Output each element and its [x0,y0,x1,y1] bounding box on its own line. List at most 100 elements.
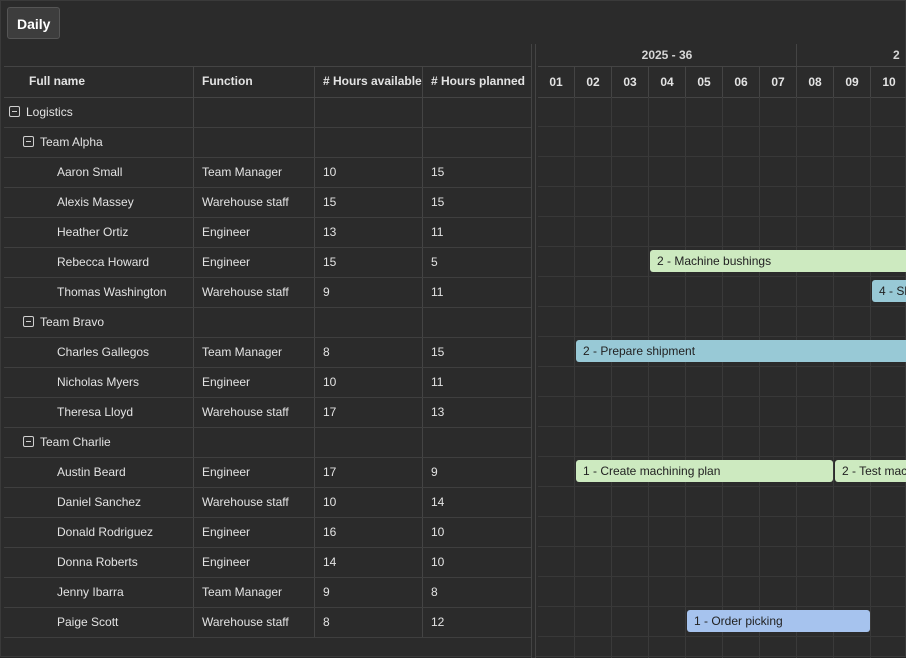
hours-planned-cell: 14 [431,495,445,509]
collapse-icon[interactable] [23,135,34,147]
collapse-icon[interactable] [23,435,34,447]
function-cell: Engineer [194,248,315,277]
row-gridline [538,366,906,367]
day-gridline [759,97,760,658]
hours-planned-cell: 13 [431,405,445,419]
row-gridline [538,636,906,637]
hours-planned-cell [423,428,531,457]
table-row[interactable]: Team Charlie [4,428,531,458]
function-cell: Warehouse staff [194,188,315,217]
collapse-icon[interactable] [9,105,20,117]
function-cell: Warehouse staff [194,608,315,637]
function-cell [194,98,315,127]
day-label: 07 [760,67,797,97]
hours-available-cell: 8 [315,338,423,367]
hours-available-cell: 13 [315,218,423,247]
hours-planned-cell: 11 [431,375,444,389]
function-cell: Engineer [194,458,315,487]
row-gridline [538,456,906,457]
row-gridline [538,516,906,517]
column-header-full-name[interactable]: Full name [4,67,194,97]
column-header-function[interactable]: Function [194,67,315,97]
day-gridline [685,97,686,658]
row-label: Heather Ortiz [57,225,129,239]
table-row[interactable]: Paige Scott Warehouse staff 8 12 [4,608,531,638]
pane-splitter[interactable] [531,44,536,658]
table-row[interactable]: Rebecca Howard Engineer 15 5 [4,248,531,278]
grid-header: Full name Function # Hours available # H… [4,66,531,98]
full-name-cell: Thomas Washington [4,278,194,307]
group-name-cell: Team Alpha [4,128,194,157]
row-label: Aaron Small [57,165,123,179]
hours-available-cell: 9 [315,578,423,607]
full-name-cell: Rebecca Howard [4,248,194,277]
group-name-cell: Team Charlie [4,428,194,457]
row-gridline [538,606,906,607]
table-row[interactable]: Team Alpha [4,128,531,158]
table-row[interactable]: Charles Gallegos Team Manager 8 15 [4,338,531,368]
hours-planned-cell: 8 [431,585,438,599]
table-row[interactable]: Aaron Small Team Manager 10 15 [4,158,531,188]
task-bar[interactable]: 4 - Sh [872,280,906,302]
toolbar: Daily [7,7,61,39]
row-label: Rebecca Howard [57,255,150,269]
row-gridline [538,276,906,277]
day-label: 10 [871,67,906,97]
row-gridline [538,576,906,577]
day-label: 05 [686,67,723,97]
row-gridline [538,186,906,187]
function-cell: Warehouse staff [194,488,315,517]
hours-available-cell: 16 [315,518,423,547]
hours-planned-cell: 11 [431,285,444,299]
task-bar[interactable]: 2 - Test mac [835,460,906,482]
table-row[interactable]: Jenny Ibarra Team Manager 9 8 [4,578,531,608]
week-header: 2025 - 36 2 [538,44,906,67]
function-cell [194,128,315,157]
row-gridline [538,336,906,337]
task-bar[interactable]: 2 - Machine bushings [650,250,906,272]
day-gridline [611,97,612,658]
hours-available-cell [315,98,423,127]
table-row[interactable]: Alexis Massey Warehouse staff 15 15 [4,188,531,218]
table-row[interactable]: Austin Beard Engineer 17 9 [4,458,531,488]
column-header-hours-planned[interactable]: # Hours planned [431,74,526,88]
row-gridline [538,156,906,157]
table-row[interactable]: Theresa Lloyd Warehouse staff 17 13 [4,398,531,428]
row-gridline [538,126,906,127]
table-row[interactable]: Donna Roberts Engineer 14 10 [4,548,531,578]
hours-planned-cell: 15 [431,165,445,179]
table-row[interactable]: Nicholas Myers Engineer 10 11 [4,368,531,398]
group-name-cell: Team Bravo [4,308,194,337]
table-row[interactable]: Logistics [4,98,531,128]
day-gridline [574,97,575,658]
hours-available-cell: 8 [315,608,423,637]
column-header-hours-available[interactable]: # Hours available [315,67,423,97]
row-gridline [538,426,906,427]
hours-available-cell: 15 [315,248,423,277]
hours-planned-cell: 12 [431,615,445,629]
row-label: Alexis Massey [57,195,134,209]
row-label: Logistics [26,105,73,119]
row-label: Nicholas Myers [57,375,140,389]
task-bar[interactable]: 1 - Create machining plan [576,460,833,482]
day-label: 02 [575,67,612,97]
row-gridline [538,306,906,307]
task-bar[interactable]: 2 - Prepare shipment [576,340,906,362]
table-row[interactable]: Heather Ortiz Engineer 13 11 [4,218,531,248]
day-label: 09 [834,67,871,97]
table-row[interactable]: Daniel Sanchez Warehouse staff 10 14 [4,488,531,518]
row-gridline [538,396,906,397]
table-row[interactable]: Team Bravo [4,308,531,338]
function-cell: Team Manager [194,158,315,187]
full-name-cell: Donna Roberts [4,548,194,577]
timeline: 2025 - 36 2 01 02 03 04 05 06 07 08 09 10 2 - Mach… [538,44,906,658]
table-row[interactable]: Thomas Washington Warehouse staff 9 11 [4,278,531,308]
task-bar[interactable]: 1 - Order picking [687,610,870,632]
table-row[interactable]: Donald Rodriguez Engineer 16 10 [4,518,531,548]
row-label: Donald Rodriguez [57,525,154,539]
row-label: Theresa Lloyd [57,405,134,419]
collapse-icon[interactable] [23,315,34,327]
daily-view-button[interactable]: Daily [7,7,61,39]
full-name-cell: Jenny Ibarra [4,578,194,607]
